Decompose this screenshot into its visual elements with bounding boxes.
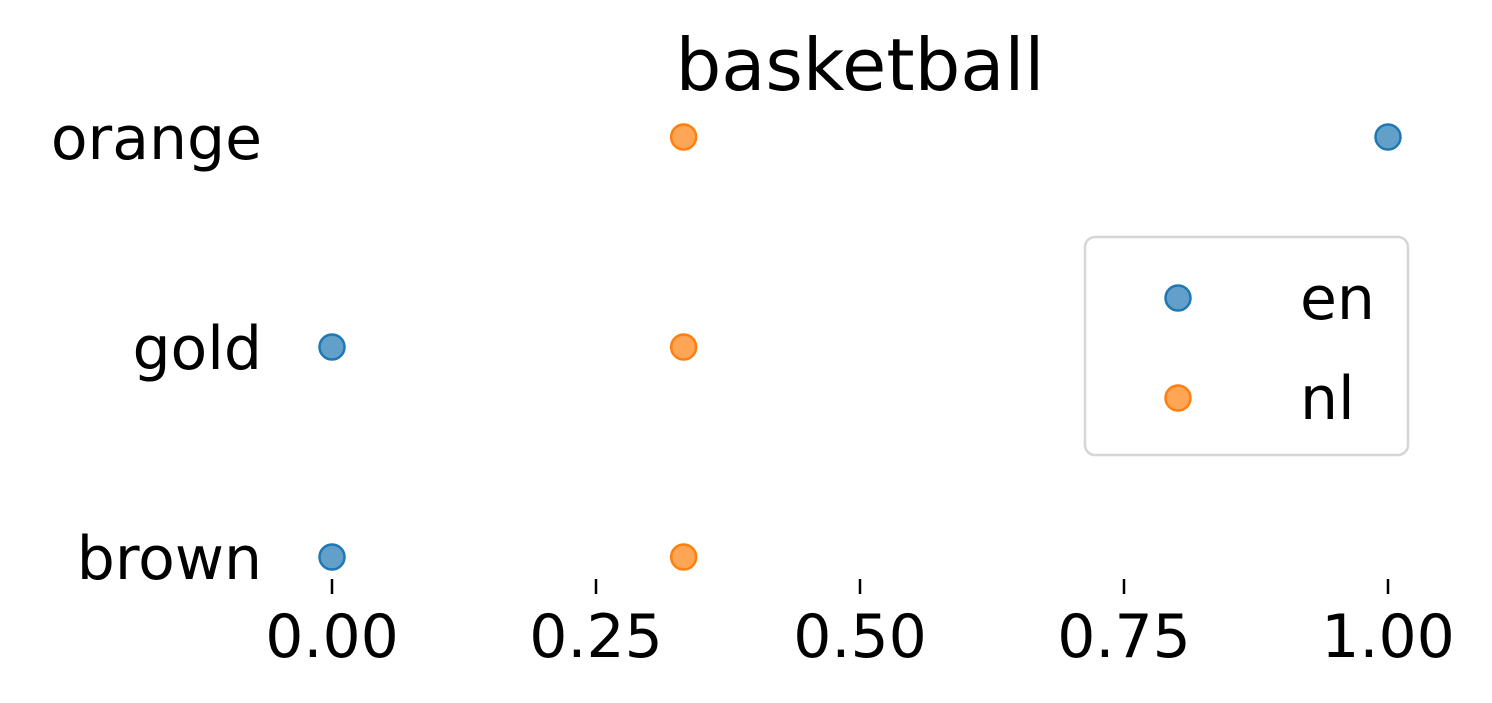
point-en-gold (318, 333, 346, 361)
point-nl-brown (669, 543, 698, 571)
point-en-orange (1374, 123, 1402, 151)
point-nl-orange (669, 123, 698, 151)
legend-label-en: en (1300, 264, 1375, 334)
x-tick-label: 0.00 (265, 602, 399, 672)
x-tick-label: 0.25 (529, 602, 663, 672)
y-axis-tick-labels: orange gold brown (51, 104, 262, 594)
legend-marker-nl (1164, 384, 1192, 412)
y-tick-label-brown: brown (77, 524, 262, 594)
y-tick-label-gold: gold (132, 314, 262, 384)
x-tick-label: 0.50 (793, 602, 927, 672)
point-nl-gold (669, 333, 698, 361)
x-tick-label: 1.00 (1321, 602, 1455, 672)
x-tick-label: 0.75 (1057, 602, 1191, 672)
legend-label-nl: nl (1300, 364, 1355, 434)
legend-items: en nl (1164, 264, 1375, 434)
legend: en nl (1083, 235, 1410, 457)
data-points (318, 123, 1402, 571)
y-tick-label-orange: orange (51, 104, 262, 174)
x-axis-ticks: 0.00 0.25 0.50 0.75 1.00 (265, 579, 1455, 672)
point-en-brown (318, 543, 346, 571)
legend-marker-en (1164, 284, 1192, 312)
chart-title: basketball (676, 23, 1045, 107)
